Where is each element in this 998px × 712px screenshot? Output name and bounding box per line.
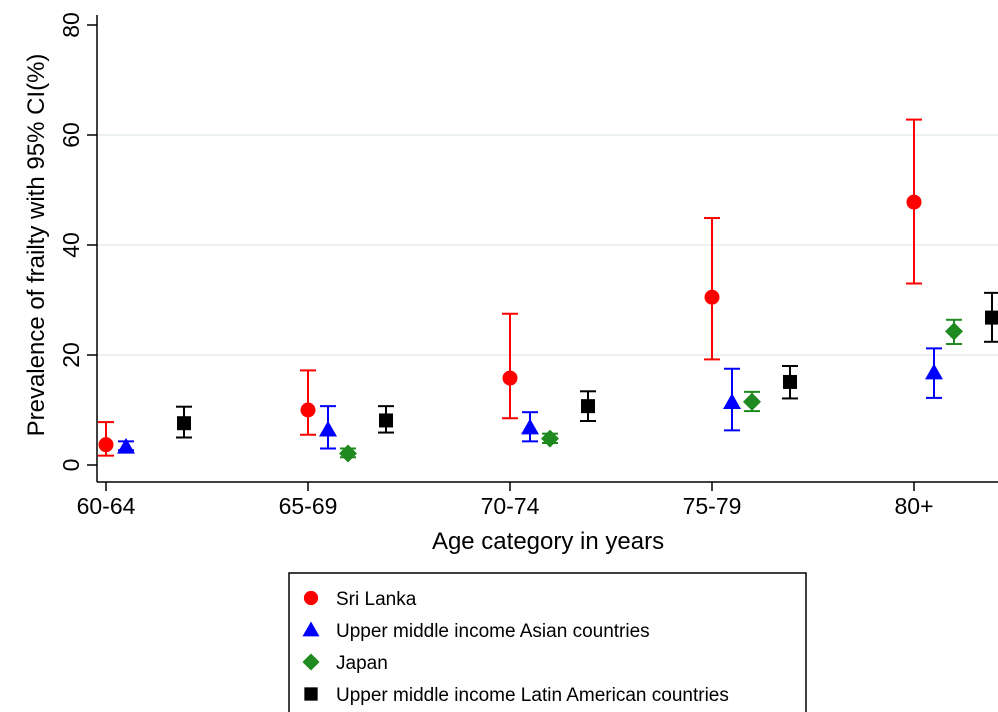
legend-marker [302,653,320,671]
x-tick-label: 60-64 [77,493,136,519]
gridlines [97,134,998,356]
series-triangle [117,347,943,454]
data-point [541,429,559,448]
series-square [176,291,998,439]
data-point [783,374,797,389]
data-point [339,444,357,463]
y-tick-label: 80 [58,12,84,38]
series-circle [98,118,922,457]
data-point [117,437,135,454]
legend-item: Upper middle income Latin American count… [304,685,729,706]
y-axis: 0 20 40 60 80 [58,12,98,482]
legend-marker [302,621,320,637]
x-tick-label: 70-74 [481,493,540,519]
data-point [98,437,114,453]
series-layer [98,118,998,463]
data-point [743,392,761,411]
legend-item: Upper middle income Asian countries [302,621,650,642]
data-point [723,393,741,410]
legend-label: Upper middle income Latin American count… [336,685,729,706]
x-axis: 60-64 65-69 70-74 75-79 80+ [77,481,998,519]
x-tick-label: 75-79 [683,493,742,519]
legend-marker [303,590,319,606]
y-tick-label: 60 [58,122,84,148]
legend-box [288,572,807,712]
legend-marker [304,687,318,701]
data-point [985,310,998,325]
data-point [177,416,191,431]
legend-label: Upper middle income Asian countries [336,621,650,642]
data-point [704,289,720,305]
data-point [319,420,337,437]
legend-label: Sri Lanka [336,589,417,610]
y-tick-label: 0 [58,459,84,472]
legend-item: Japan [302,653,388,674]
data-point [502,370,518,386]
series-diamond [339,318,963,463]
data-point [945,322,963,341]
x-axis-title: Age category in years [432,528,664,555]
y-tick-label: 20 [58,342,84,368]
data-point [581,399,595,414]
x-tick-label: 65-69 [279,493,338,519]
legend-item: Sri Lanka [303,589,417,610]
data-point [925,363,943,380]
data-point [906,194,922,210]
data-point [300,402,316,418]
legend: Sri Lanka Upper middle income Asian count… [288,572,807,712]
y-axis-title: Prevalence of frailty with 95% CI(%) [23,54,50,437]
data-point [379,413,393,428]
legend-label: Japan [336,653,388,674]
data-point [521,418,539,435]
y-tick-label: 40 [58,232,84,258]
x-tick-label: 80+ [894,493,933,519]
